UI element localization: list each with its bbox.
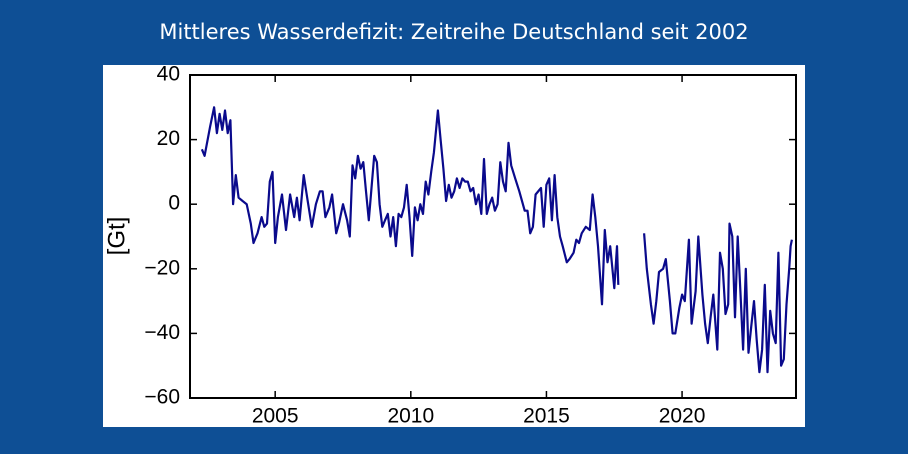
y-axis-label: [Gt] — [103, 217, 130, 256]
data-line — [200, 106, 793, 374]
y-tick-label: −20 — [144, 256, 180, 279]
x-tick-label: 2020 — [659, 405, 706, 428]
y-tick-label: 20 — [157, 127, 180, 150]
chart-title: Mittleres Wasserdefizit: Zeitreihe Deuts… — [159, 20, 748, 44]
y-tick-label: −60 — [144, 386, 180, 409]
x-tick-label: 2015 — [523, 405, 570, 428]
y-tick-label: −40 — [144, 321, 180, 344]
x-tick-label: 2005 — [252, 405, 299, 428]
y-tick-label: 40 — [157, 63, 180, 86]
y-tick-label: 0 — [168, 192, 180, 215]
x-tick-label: 2010 — [387, 405, 434, 428]
axes-frame — [189, 74, 797, 399]
